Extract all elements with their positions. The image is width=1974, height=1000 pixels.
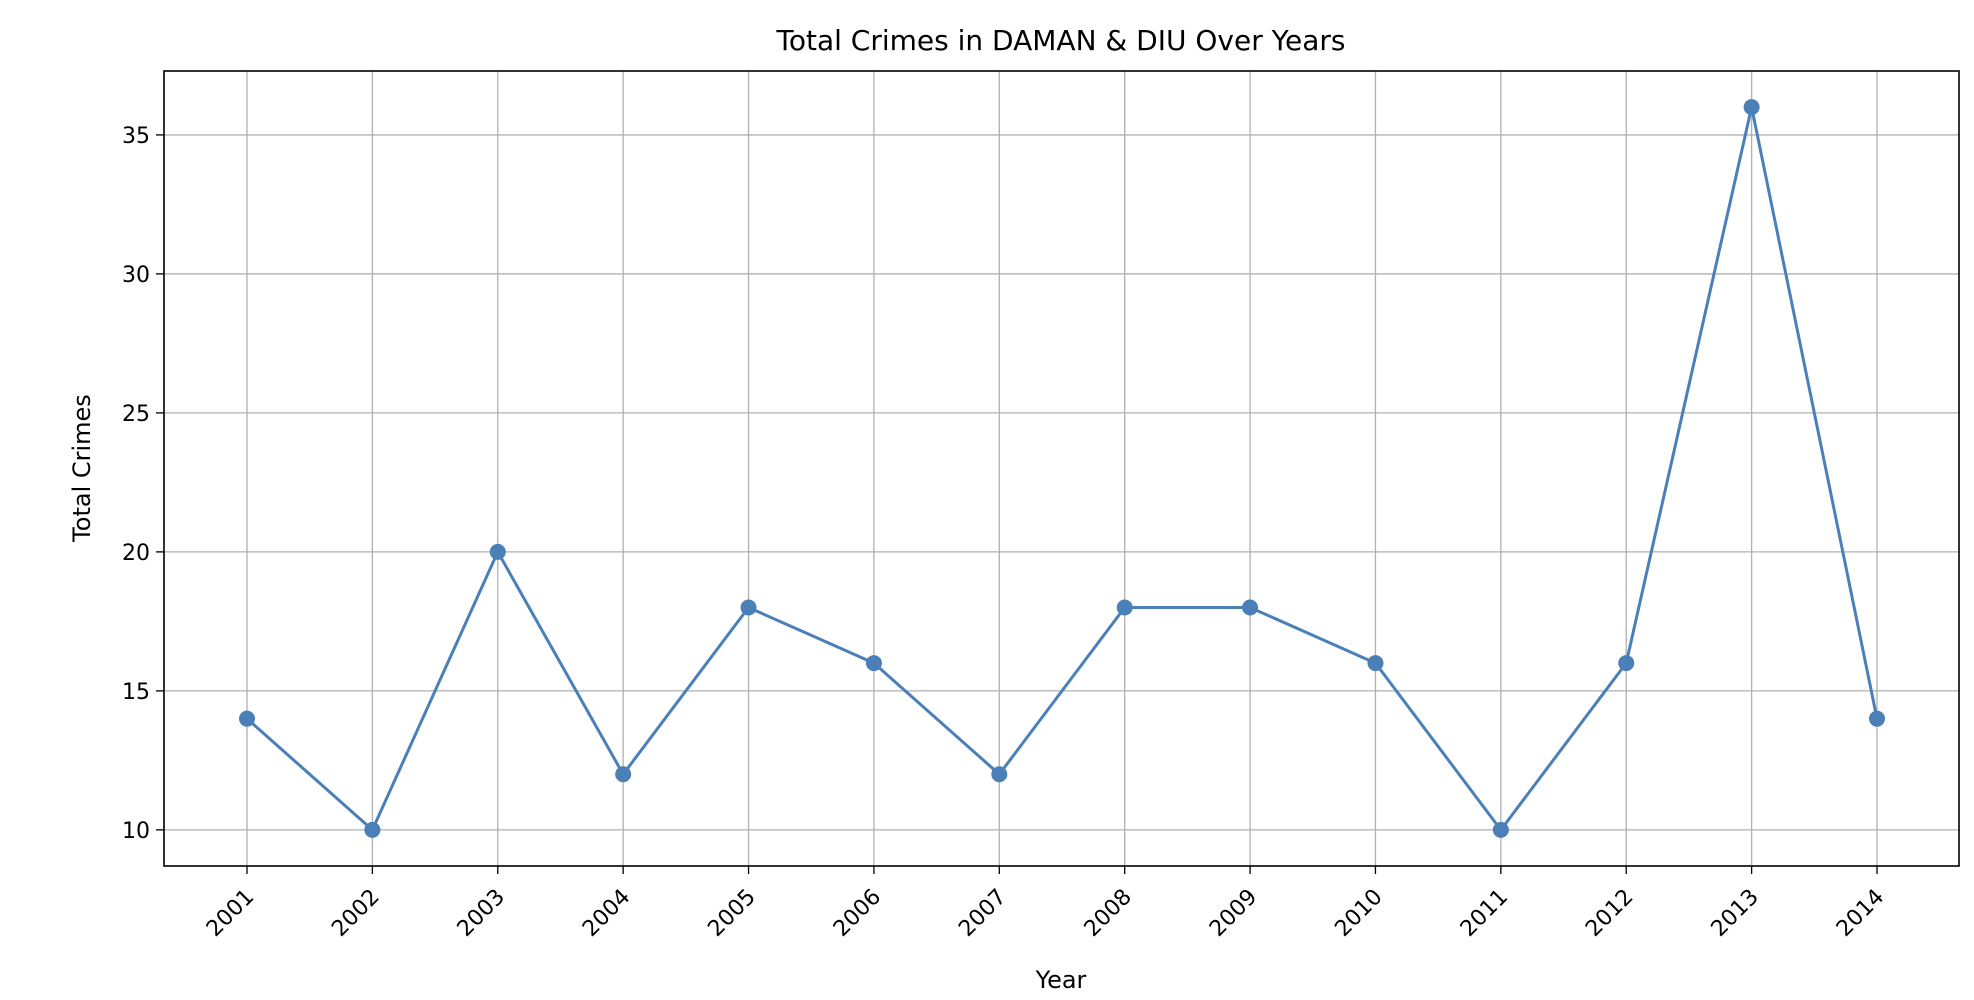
y-tick-label: 20 bbox=[122, 541, 150, 566]
data-point bbox=[1492, 821, 1509, 838]
y-tick-label: 10 bbox=[122, 819, 150, 844]
y-tick-label: 30 bbox=[122, 263, 150, 288]
data-point bbox=[1869, 710, 1885, 727]
data-point bbox=[1242, 599, 1259, 616]
data-point bbox=[991, 766, 1008, 783]
data-point bbox=[1743, 99, 1760, 116]
data-point bbox=[1116, 599, 1133, 616]
grid bbox=[164, 71, 1959, 866]
plot-frame bbox=[163, 70, 1960, 867]
data-point bbox=[1367, 655, 1384, 672]
chart-title: Total Crimes in DAMAN & DIU Over Years bbox=[776, 24, 1346, 57]
data-point bbox=[1618, 655, 1635, 672]
series-line bbox=[246, 105, 1879, 832]
data-point bbox=[740, 599, 757, 616]
data-point bbox=[364, 821, 381, 838]
series-layer bbox=[239, 99, 1885, 838]
y-axis-label: Total Crimes bbox=[68, 394, 96, 543]
data-point bbox=[239, 710, 255, 727]
data-point bbox=[865, 655, 882, 672]
y-tick-label: 15 bbox=[122, 680, 150, 705]
x-axis-label: Year bbox=[1035, 966, 1087, 994]
data-point bbox=[615, 766, 632, 783]
y-tick-label: 35 bbox=[122, 124, 150, 149]
y-tick-label: 25 bbox=[122, 402, 150, 427]
data-point bbox=[489, 543, 506, 560]
